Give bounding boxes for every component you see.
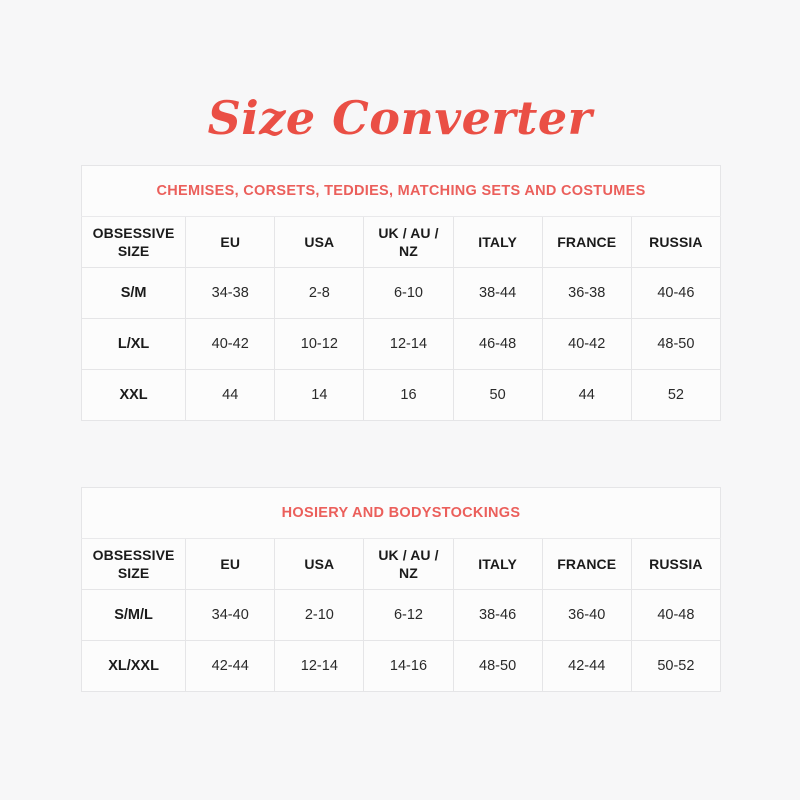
row-label: S/M/L	[80, 589, 187, 641]
cell-russia: 40-46	[630, 267, 722, 319]
column-header-usa: USA	[274, 216, 365, 268]
column-header-russia: RUSSIA	[630, 538, 722, 590]
column-header-eu: EU	[185, 538, 276, 590]
cell-uk-au-nz: 6-12	[363, 589, 454, 641]
column-header-uk-au-nz: UK / AU / NZ	[363, 216, 454, 268]
size-table-chemises: CHEMISES, CORSETS, TEDDIES, MATCHING SET…	[80, 165, 722, 421]
table-row: S/M 34-38 2-8 6-10 38-44 36-38 40-46	[80, 267, 722, 319]
table-row: XL/XXL 42-44 12-14 14-16 48-50 42-44 50-…	[80, 640, 722, 692]
cell-eu: 44	[185, 369, 276, 421]
column-header-uk-au-nz: UK / AU / NZ	[363, 538, 454, 590]
row-label: S/M	[80, 267, 187, 319]
cell-eu: 34-40	[185, 589, 276, 641]
cell-italy: 46-48	[452, 318, 543, 370]
row-label: L/XL	[80, 318, 187, 370]
column-header-france: FRANCE	[541, 538, 632, 590]
table-header-row: OBSESSIVE SIZE EU USA UK / AU / NZ ITALY…	[80, 538, 722, 590]
cell-france: 36-40	[541, 589, 632, 641]
cell-france: 44	[541, 369, 632, 421]
cell-russia: 50-52	[630, 640, 722, 692]
column-header-eu: EU	[185, 216, 276, 268]
cell-uk-au-nz: 16	[363, 369, 454, 421]
cell-russia: 52	[630, 369, 722, 421]
cell-usa: 2-10	[274, 589, 365, 641]
cell-usa: 14	[274, 369, 365, 421]
column-header-france: FRANCE	[541, 216, 632, 268]
cell-eu: 40-42	[185, 318, 276, 370]
table-caption-row: HOSIERY AND BODYSTOCKINGS	[81, 487, 721, 539]
cell-usa: 2-8	[274, 267, 365, 319]
column-header-obsessive-size: OBSESSIVE SIZE	[80, 216, 187, 268]
table-header-row: OBSESSIVE SIZE EU USA UK / AU / NZ ITALY…	[80, 216, 722, 268]
cell-france: 40-42	[541, 318, 632, 370]
size-table-hosiery: HOSIERY AND BODYSTOCKINGS OBSESSIVE SIZE…	[80, 487, 722, 692]
cell-italy: 38-46	[452, 589, 543, 641]
cell-uk-au-nz: 6-10	[363, 267, 454, 319]
column-header-usa: USA	[274, 538, 365, 590]
page-title: Size Converter	[207, 91, 593, 145]
cell-italy: 38-44	[452, 267, 543, 319]
table-row: L/XL 40-42 10-12 12-14 46-48 40-42 48-50	[80, 318, 722, 370]
table-caption: HOSIERY AND BODYSTOCKINGS	[81, 487, 721, 539]
column-header-obsessive-size: OBSESSIVE SIZE	[80, 538, 187, 590]
column-header-russia: RUSSIA	[630, 216, 722, 268]
cell-uk-au-nz: 14-16	[363, 640, 454, 692]
cell-russia: 48-50	[630, 318, 722, 370]
cell-france: 42-44	[541, 640, 632, 692]
cell-russia: 40-48	[630, 589, 722, 641]
cell-uk-au-nz: 12-14	[363, 318, 454, 370]
cell-france: 36-38	[541, 267, 632, 319]
row-label: XXL	[80, 369, 187, 421]
row-label: XL/XXL	[80, 640, 187, 692]
cell-italy: 50	[452, 369, 543, 421]
table-caption-row: CHEMISES, CORSETS, TEDDIES, MATCHING SET…	[81, 165, 721, 217]
column-header-italy: ITALY	[452, 216, 543, 268]
column-header-italy: ITALY	[452, 538, 543, 590]
table-row: XXL 44 14 16 50 44 52	[80, 369, 722, 421]
cell-eu: 42-44	[185, 640, 276, 692]
cell-usa: 12-14	[274, 640, 365, 692]
table-row: S/M/L 34-40 2-10 6-12 38-46 36-40 40-48	[80, 589, 722, 641]
cell-italy: 48-50	[452, 640, 543, 692]
cell-usa: 10-12	[274, 318, 365, 370]
table-caption: CHEMISES, CORSETS, TEDDIES, MATCHING SET…	[81, 165, 721, 217]
cell-eu: 34-38	[185, 267, 276, 319]
